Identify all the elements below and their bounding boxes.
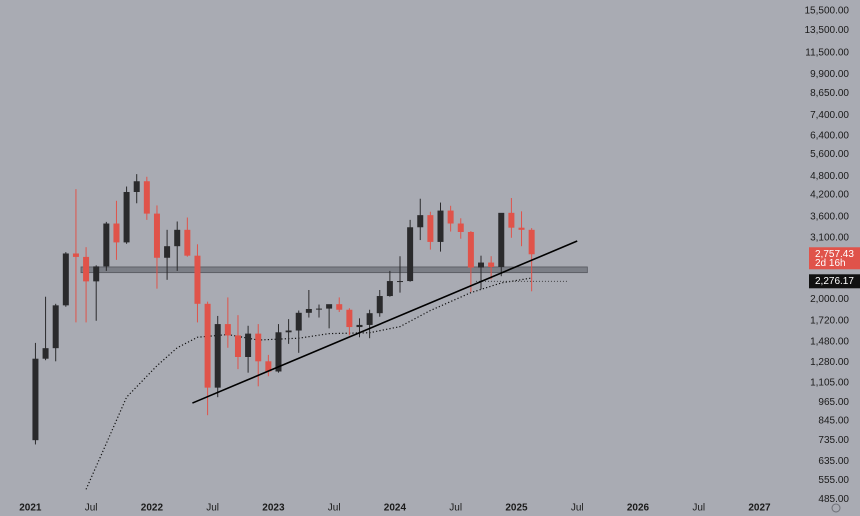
countdown-label: 2d 16h <box>815 258 846 269</box>
y-tick-label: 555.00 <box>818 475 849 486</box>
y-tick-label: 845.00 <box>818 416 849 427</box>
candle-body <box>336 304 343 310</box>
x-tick-label: Jul <box>328 503 341 514</box>
y-tick-label: 8,650.00 <box>810 88 849 99</box>
candle-body <box>467 231 474 268</box>
y-tick-label: 9,900.00 <box>810 69 849 80</box>
candle-body <box>62 253 69 306</box>
candle-body <box>295 312 302 331</box>
candle-body <box>174 229 181 247</box>
x-tick-label: 2021 <box>19 503 42 514</box>
axes: 15,500.00 13,500.00 11,500.00 9,900.00 8,650… <box>19 6 860 514</box>
y-tick-label: 4,800.00 <box>810 171 849 182</box>
candle-body <box>103 223 110 267</box>
candle-body <box>305 308 312 313</box>
y-tick-label: 485.00 <box>818 494 849 505</box>
candle-body <box>417 215 424 228</box>
support-zone <box>80 266 588 274</box>
candle-body <box>376 296 383 314</box>
candle-body <box>255 333 262 362</box>
y-tick-label: 3,600.00 <box>810 211 849 222</box>
trendline <box>192 240 578 404</box>
candle-body <box>326 304 333 309</box>
reference-price-label: 2,276.17 <box>815 276 854 287</box>
candle-body <box>245 333 252 357</box>
candle-body <box>437 210 444 242</box>
y-tick-label: 11,500.00 <box>805 48 849 59</box>
x-tick-label: Jul <box>571 503 584 514</box>
candle-body <box>204 303 211 388</box>
candle-body <box>356 324 363 328</box>
candle-body <box>265 361 272 372</box>
candle-body <box>285 330 292 333</box>
candle-body <box>164 246 171 258</box>
candle-body <box>498 212 505 267</box>
y-tick-label: 635.00 <box>818 456 849 467</box>
candle-body <box>113 223 120 243</box>
candle-body <box>153 213 160 258</box>
y-tick-label: 3,100.00 <box>810 232 849 243</box>
settings-icon[interactable] <box>831 503 841 513</box>
y-tick-label: 7,400.00 <box>810 110 849 121</box>
candle-body <box>407 227 414 282</box>
last-price-box <box>809 247 860 270</box>
x-tick-label: 2026 <box>627 503 650 514</box>
candle-body <box>184 229 191 256</box>
y-tick-label: 15,500.00 <box>805 6 850 17</box>
candle-body <box>194 255 201 304</box>
candle-body <box>386 281 393 297</box>
candle-body <box>72 253 79 257</box>
x-tick-label: 2023 <box>262 503 285 514</box>
y-tick-label: 4,200.00 <box>810 190 849 201</box>
candle-body <box>488 262 495 267</box>
y-tick-label: 13,500.00 <box>805 25 850 36</box>
y-tick-label: 1,480.00 <box>810 337 849 348</box>
x-tick-label: 2024 <box>384 503 407 514</box>
candle-body <box>214 324 221 388</box>
candle-body <box>518 227 525 230</box>
candle-body <box>93 266 100 282</box>
x-tick-label: 2027 <box>748 503 771 514</box>
y-tick-label: 2,000.00 <box>810 294 849 305</box>
candle-body <box>275 332 282 372</box>
candle-body <box>478 262 485 268</box>
y-tick-label: 5,600.00 <box>810 149 849 160</box>
y-tick-label: 1,105.00 <box>810 378 849 389</box>
x-tick-label: Jul <box>449 503 462 514</box>
candle-body <box>32 358 39 441</box>
candle-body <box>133 181 140 192</box>
last-price-label: 2,757.43 <box>815 249 854 260</box>
x-tick-label: Jul <box>85 503 98 514</box>
x-tick-label: Jul <box>692 503 705 514</box>
candle-body <box>366 313 373 325</box>
x-tick-label: 2022 <box>141 503 164 514</box>
plot-area <box>32 174 588 490</box>
candle-body <box>234 335 241 357</box>
x-tick-label: Jul <box>206 503 219 514</box>
y-tick-label: 735.00 <box>818 435 849 446</box>
candle-body <box>143 181 150 214</box>
y-tick-label: 6,400.00 <box>810 130 849 141</box>
candle-body <box>397 281 403 283</box>
candle-body <box>528 229 535 255</box>
candle-body <box>427 215 434 242</box>
candle-body <box>83 256 90 282</box>
candle-body <box>224 324 231 336</box>
candle-body <box>447 210 454 224</box>
y-tick-label: 1,280.00 <box>810 357 849 368</box>
candle-body <box>315 308 322 310</box>
candle-body <box>123 191 130 243</box>
candle-body <box>508 212 515 228</box>
reference-price-box <box>809 274 860 289</box>
x-tick-label: 2025 <box>505 503 528 514</box>
candle-body <box>346 309 353 328</box>
y-tick-label: 1,720.00 <box>810 315 849 326</box>
candle-body <box>457 223 464 232</box>
y-tick-label: 965.00 <box>818 397 849 408</box>
candle-body <box>42 348 49 359</box>
candle-body <box>52 305 59 349</box>
